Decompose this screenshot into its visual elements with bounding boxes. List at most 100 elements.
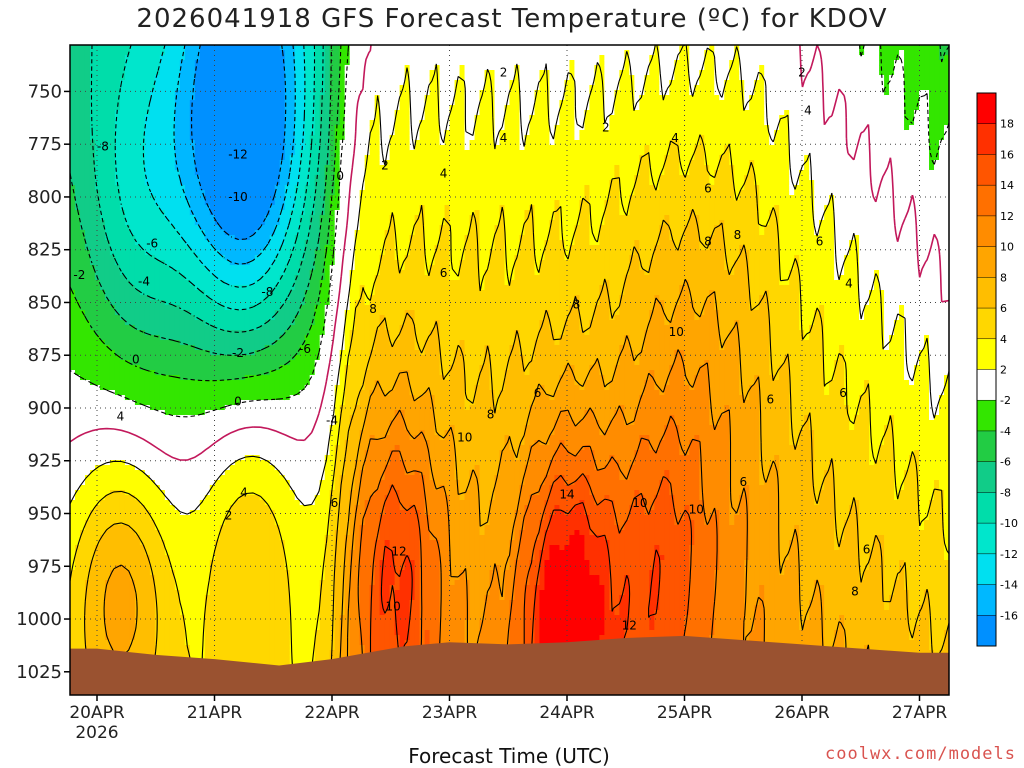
- temp-cell: [119, 460, 126, 466]
- temp-cell: [119, 465, 126, 471]
- temp-cell: [89, 70, 96, 76]
- temp-cell: [74, 400, 81, 406]
- temp-cell: [139, 80, 146, 86]
- temp-cell: [244, 405, 251, 411]
- temp-cell: [139, 585, 146, 591]
- temp-cell: [79, 150, 86, 156]
- temp-cell: [254, 515, 261, 521]
- temp-cell: [134, 330, 141, 336]
- temp-cell: [119, 385, 126, 391]
- temp-cell: [99, 215, 106, 221]
- temp-cell: [99, 315, 106, 321]
- temp-cell: [89, 375, 96, 381]
- temp-cell: [104, 530, 111, 536]
- temp-cell: [119, 185, 126, 191]
- temp-cell: [239, 240, 246, 246]
- temp-cell: [74, 515, 81, 521]
- temp-cell: [244, 120, 251, 126]
- temp-cell: [89, 190, 96, 196]
- temp-cell: [139, 85, 146, 91]
- temp-cell: [84, 495, 91, 501]
- temp-cell: [254, 250, 261, 256]
- temp-cell: [164, 640, 171, 646]
- temp-cell: [214, 110, 221, 116]
- temp-cell: [219, 375, 226, 381]
- temp-cell: [159, 85, 166, 91]
- temp-cell: [184, 390, 191, 396]
- temp-cell: [194, 590, 201, 596]
- temp-cell: [239, 220, 246, 226]
- temp-cell: [149, 205, 156, 211]
- temp-cell: [219, 70, 226, 76]
- temp-cell: [224, 615, 231, 621]
- temp-cell: [154, 410, 161, 416]
- temp-cell: [119, 355, 126, 361]
- temp-cell: [70, 520, 76, 526]
- temp-cell: [99, 470, 106, 476]
- temp-cell: [244, 590, 251, 596]
- temp-cell: [159, 530, 166, 536]
- temp-cell: [164, 290, 171, 296]
- temp-cell: [159, 485, 166, 491]
- temp-cell: [114, 410, 121, 416]
- temp-cell: [214, 165, 221, 171]
- temp-cell: [244, 515, 251, 521]
- temp-cell: [79, 350, 86, 356]
- temp-cell: [229, 355, 236, 361]
- temp-cell: [144, 565, 151, 571]
- temp-cell: [124, 350, 131, 356]
- temp-cell: [164, 450, 171, 456]
- temp-cell: [244, 295, 251, 301]
- temp-cell: [254, 150, 261, 156]
- temp-cell: [139, 125, 146, 131]
- temp-cell: [174, 190, 181, 196]
- temp-cell: [184, 620, 191, 626]
- temp-cell: [124, 205, 131, 211]
- temp-cell: [189, 460, 196, 466]
- temp-cell: [79, 505, 86, 511]
- temp-cell: [254, 165, 261, 171]
- temp-cell: [109, 385, 116, 391]
- temp-cell: [234, 515, 241, 521]
- temp-cell: [164, 570, 171, 576]
- temp-cell: [209, 465, 216, 471]
- temp-cell: [189, 165, 196, 171]
- temp-cell: [74, 60, 81, 66]
- temp-cell: [139, 180, 146, 186]
- temp-cell: [159, 585, 166, 591]
- temp-cell: [74, 250, 81, 256]
- temp-cell: [70, 265, 76, 271]
- temp-cell: [144, 625, 151, 631]
- temp-cell: [134, 415, 141, 421]
- temp-cell: [254, 50, 261, 56]
- temp-cell: [109, 505, 116, 511]
- temp-cell: [179, 275, 186, 281]
- temp-cell: [154, 545, 161, 551]
- temp-cell: [144, 315, 151, 321]
- temp-cell: [159, 440, 166, 446]
- temp-cell: [189, 370, 196, 376]
- temp-cell: [179, 350, 186, 356]
- temp-cell: [224, 545, 231, 551]
- temp-cell: [149, 320, 156, 326]
- temp-cell: [229, 645, 236, 651]
- chart-title: 2026041918 GFS Forecast Temperature (ºC)…: [0, 4, 1024, 34]
- temp-cell: [94, 380, 101, 386]
- temp-cell: [234, 80, 241, 86]
- temp-cell: [249, 160, 256, 166]
- temp-cell: [94, 630, 101, 636]
- temp-cell: [169, 185, 176, 191]
- temp-cell: [159, 525, 166, 531]
- temp-cell: [249, 650, 256, 656]
- temp-cell: [169, 300, 176, 306]
- temp-cell: [229, 385, 236, 391]
- temp-cell: [179, 535, 186, 541]
- temp-cell: [134, 400, 141, 406]
- temp-cell: [159, 150, 166, 156]
- temp-cell: [194, 485, 201, 491]
- temp-cell: [219, 310, 226, 316]
- temp-cell: [109, 125, 116, 131]
- temp-cell: [154, 520, 161, 526]
- temp-cell: [129, 200, 136, 206]
- temp-cell: [94, 415, 101, 421]
